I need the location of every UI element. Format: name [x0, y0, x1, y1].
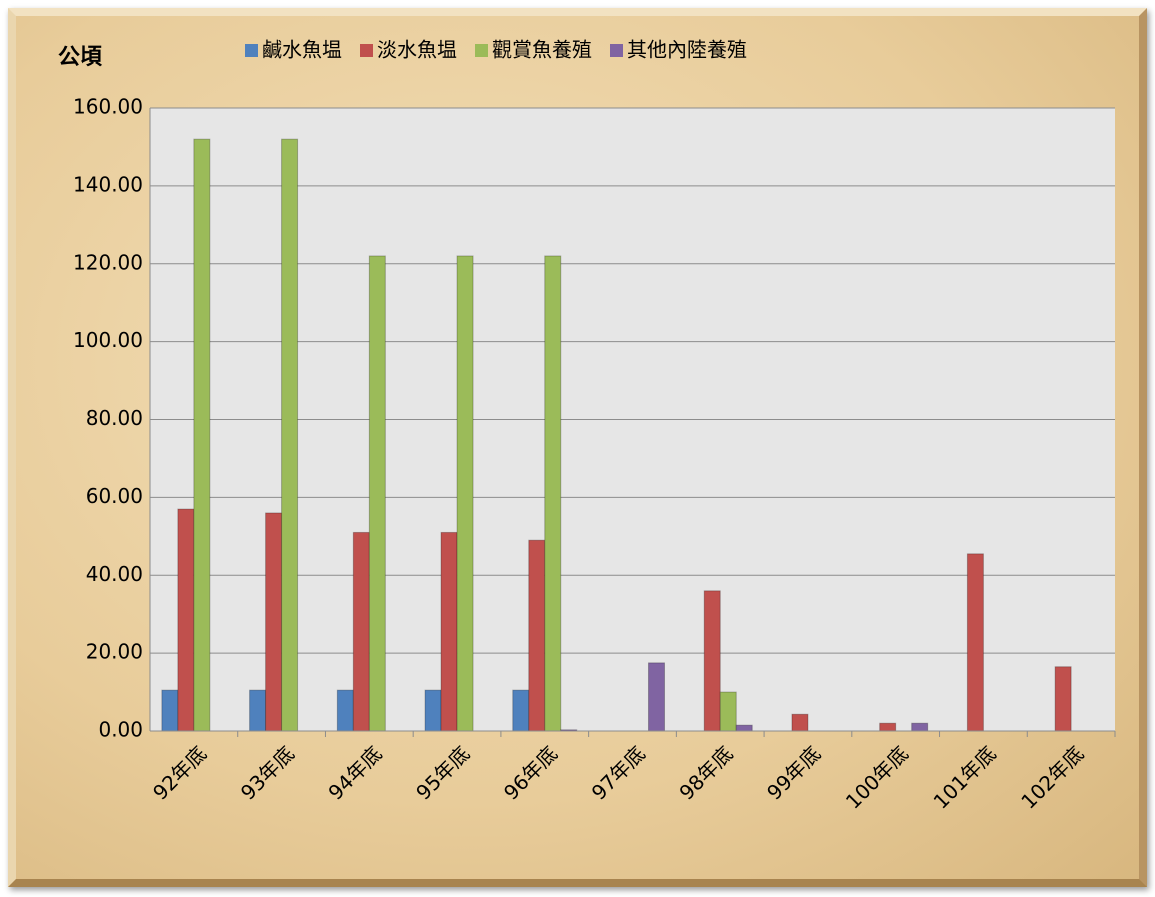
bar — [911, 722, 929, 732]
y-tick-label: 20.00 — [86, 640, 143, 664]
bar — [440, 531, 458, 732]
legend-label: 淡水魚塭 — [377, 38, 457, 62]
bar — [528, 539, 546, 732]
bar — [512, 689, 530, 732]
legend-label: 鹹水魚塭 — [262, 38, 342, 62]
bar — [368, 255, 386, 732]
y-tick-label: 120.00 — [73, 250, 143, 274]
x-tick-label: 98年底 — [674, 741, 737, 804]
y-tick-label: 140.00 — [73, 172, 143, 196]
bar — [544, 255, 562, 732]
x-tick-label: 96年底 — [499, 741, 562, 804]
y-axis-label: 公頃 — [58, 45, 103, 70]
bar — [193, 138, 211, 732]
y-tick-label: 40.00 — [86, 562, 143, 586]
bar — [791, 713, 809, 732]
y-tick-label: 100.00 — [73, 328, 143, 352]
x-tick-label: 102年底 — [1016, 741, 1088, 813]
bar — [735, 724, 753, 732]
bar — [648, 662, 665, 732]
y-tick-label: 160.00 — [73, 95, 143, 119]
legend-swatch — [475, 44, 488, 57]
legend-swatch — [360, 44, 373, 57]
x-tick-label: 93年底 — [236, 741, 299, 804]
bar — [249, 689, 267, 732]
y-tick-label: 0.00 — [98, 718, 143, 742]
y-tick-label: 60.00 — [86, 484, 143, 508]
bar — [456, 255, 474, 732]
x-tick-label: 99年底 — [762, 741, 825, 804]
legend-label: 其他內陸養殖 — [627, 38, 747, 62]
legend-swatch — [610, 44, 623, 57]
bar — [336, 689, 354, 732]
bar — [719, 691, 737, 732]
bar — [177, 508, 195, 732]
bar — [966, 553, 984, 732]
bar — [265, 512, 283, 732]
x-tick-label: 100年底 — [841, 741, 913, 813]
bar — [281, 138, 299, 732]
x-tick-label: 95年底 — [411, 741, 474, 804]
bar — [352, 531, 370, 732]
x-tick-label: 97年底 — [587, 741, 650, 804]
legend-swatch — [245, 44, 258, 57]
y-tick-label: 80.00 — [86, 406, 143, 430]
bar — [424, 689, 442, 732]
x-tick-label: 101年底 — [929, 741, 1001, 813]
bar — [879, 722, 897, 732]
x-tick-label: 92年底 — [148, 741, 211, 804]
legend-label: 觀賞魚養殖 — [492, 38, 592, 62]
bar — [703, 590, 721, 732]
x-tick-label: 94年底 — [323, 741, 386, 804]
bar — [161, 689, 179, 732]
bar — [1054, 666, 1072, 732]
